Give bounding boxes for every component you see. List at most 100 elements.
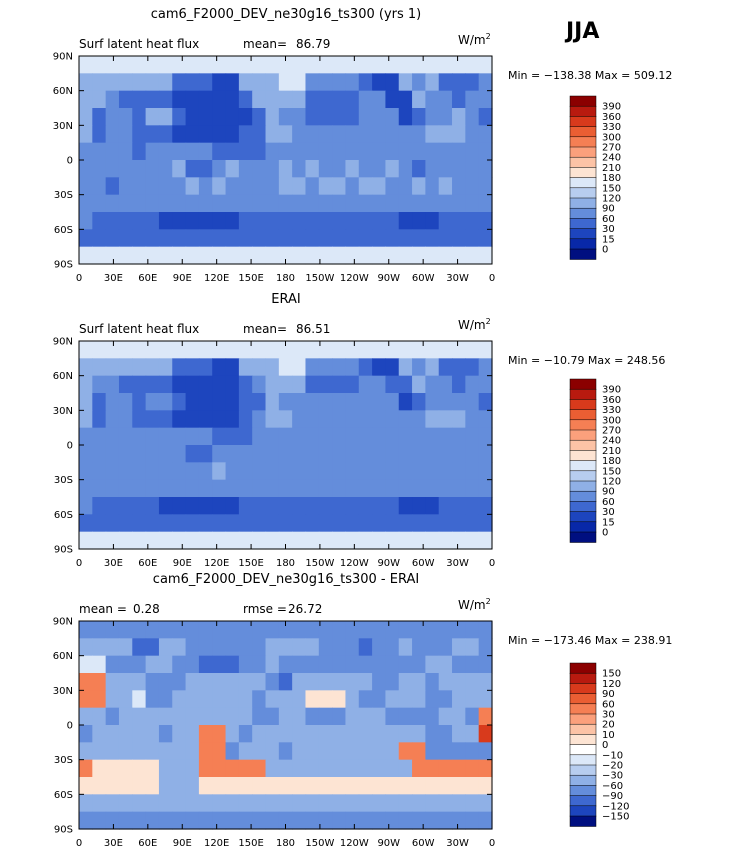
heatmap-cell	[292, 673, 307, 691]
heatmap-cell	[305, 621, 320, 639]
lat-tick-label: 90S	[54, 825, 73, 836]
heatmap-cell	[465, 194, 480, 213]
heatmap-cell	[305, 742, 320, 761]
legend-level-label: 60	[602, 214, 615, 225]
units-superscript: 2	[486, 597, 491, 606]
heatmap-cell	[158, 497, 173, 515]
heatmap-cell	[478, 142, 493, 161]
heatmap-cell	[465, 393, 480, 411]
heatmap-cell	[252, 229, 267, 248]
heatmap-cell	[198, 531, 213, 550]
lon-tick-label: 120E	[204, 273, 229, 284]
heatmap-cell	[118, 90, 133, 109]
legend-swatch	[569, 470, 597, 482]
heatmap-cell	[425, 759, 440, 778]
heatmap-cell	[265, 621, 280, 639]
legend-level-label: 30	[602, 507, 615, 518]
heatmap-cell	[398, 73, 413, 92]
heatmap-cell	[305, 514, 320, 533]
heatmap-cell	[332, 125, 347, 144]
heatmap-cell	[118, 742, 133, 761]
lon-tick-label: 0	[489, 558, 495, 569]
legend-level-label: 90	[602, 689, 615, 700]
heatmap-cell	[452, 125, 466, 144]
legend-level-label: 240	[602, 436, 621, 447]
heatmap-cell	[398, 497, 413, 515]
legend-level-label: 330	[602, 405, 621, 416]
heatmap-cell	[305, 194, 320, 213]
heatmap-cell	[278, 194, 293, 213]
heatmap-cell	[265, 177, 280, 196]
heatmap-cell	[158, 73, 173, 92]
heatmap-cell	[318, 742, 333, 761]
heatmap-cell	[212, 621, 227, 639]
legend-swatch	[569, 126, 597, 138]
lon-tick-label: 0	[489, 273, 495, 284]
heatmap-cell	[345, 125, 360, 144]
heatmap-cell	[385, 73, 400, 92]
heatmap-cell	[385, 742, 400, 761]
heatmap-cell	[252, 108, 267, 126]
legend-swatch	[569, 774, 597, 786]
lat-tick-label: 90S	[54, 545, 73, 556]
heatmap-cell	[172, 759, 187, 778]
heatmap-cell	[372, 690, 387, 709]
heatmap-cell	[345, 445, 360, 463]
heatmap-cell	[118, 497, 133, 515]
heatmap-cell	[198, 655, 213, 674]
heatmap-cell	[345, 73, 360, 92]
heatmap-cell	[105, 410, 120, 429]
heatmap-cell	[185, 811, 200, 830]
heatmap-cell	[225, 742, 240, 761]
heatmap-cell	[252, 811, 267, 830]
heatmap-cell	[198, 56, 213, 74]
heatmap-cell	[158, 742, 173, 761]
heatmap-cell	[452, 410, 466, 429]
heatmap-cell	[318, 358, 333, 377]
heatmap-cell	[238, 707, 253, 726]
heatmap-cell	[332, 229, 347, 248]
season-label: JJA	[564, 19, 599, 44]
heatmap-cell	[478, 246, 493, 265]
heatmap-cell	[292, 229, 307, 248]
heatmap-cell	[465, 341, 480, 359]
heatmap-cell	[185, 655, 200, 674]
heatmap-cell	[425, 673, 440, 691]
heatmap-cell	[465, 410, 480, 429]
heatmap-cell	[198, 462, 213, 481]
heatmap-cell	[265, 341, 280, 359]
heatmap-cell	[278, 742, 293, 761]
heatmap-cell	[252, 690, 267, 709]
heatmap-cell	[105, 73, 120, 92]
heatmap-cell	[372, 445, 387, 463]
heatmap-cell	[265, 142, 280, 161]
heatmap-cell	[212, 655, 227, 674]
heatmap-cell	[238, 690, 253, 709]
heatmap-cell	[465, 690, 480, 709]
lon-tick-label: 90W	[377, 838, 400, 849]
heatmap-cell	[305, 212, 320, 230]
heatmap-cell	[372, 160, 387, 178]
heatmap-cell	[252, 73, 267, 92]
heatmap-cell	[92, 725, 107, 743]
heatmap-cell	[118, 655, 133, 674]
heatmap-cell	[398, 462, 413, 481]
heatmap-cell	[238, 108, 253, 126]
heatmap-cell	[238, 427, 253, 446]
heatmap-cell	[225, 410, 240, 429]
heatmap-cell	[198, 621, 213, 639]
heatmap-cell	[358, 725, 373, 743]
heatmap-cell	[92, 621, 107, 639]
heatmap-cell	[318, 125, 333, 144]
heatmap-cell	[145, 759, 160, 778]
heatmap-cell	[345, 393, 360, 411]
heatmap-cell	[452, 742, 466, 761]
heatmap-cell	[412, 375, 426, 394]
heatmap-cell	[345, 142, 360, 161]
heatmap-cell	[398, 393, 413, 411]
heatmap-cell	[265, 358, 280, 377]
lat-tick-label: 90S	[54, 260, 73, 271]
heatmap-cell	[198, 673, 213, 691]
heatmap-cell	[305, 375, 320, 394]
heatmap-cell	[225, 212, 240, 230]
